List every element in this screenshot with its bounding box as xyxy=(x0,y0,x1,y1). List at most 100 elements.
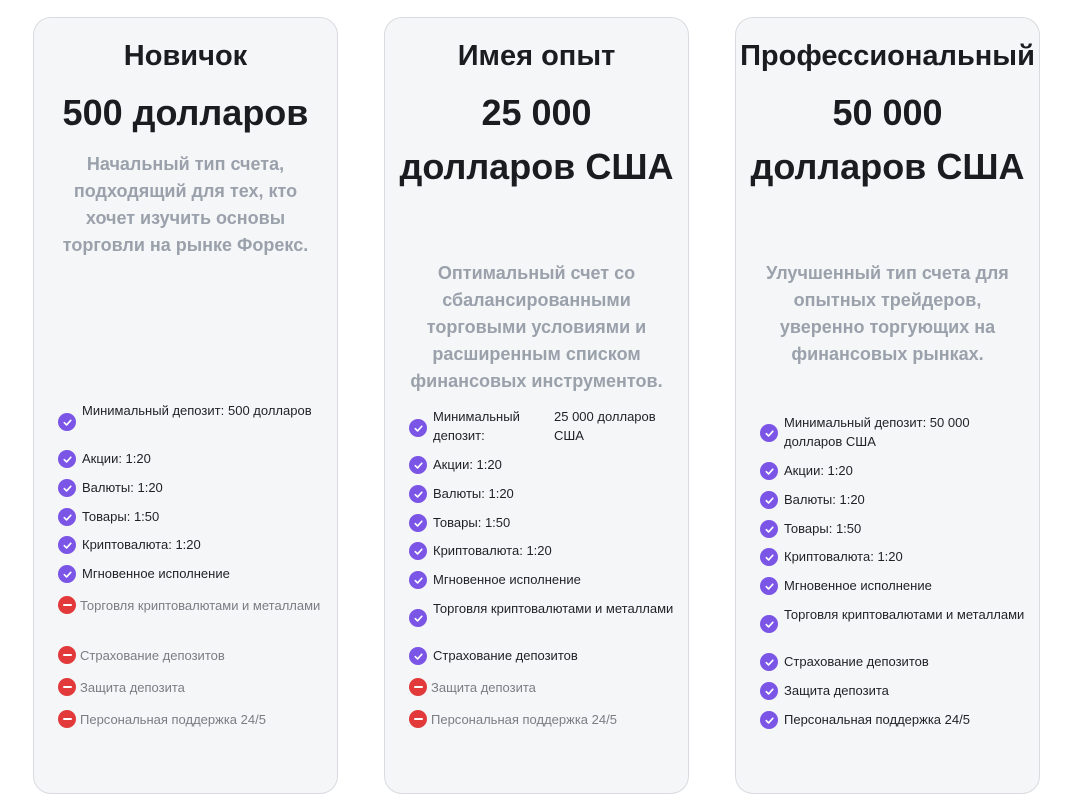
plan-title: Профессиональный xyxy=(740,40,1035,72)
feature-item: Торговля криптовалютами и металлами xyxy=(409,599,678,627)
plan-price: 50 000 долларов США xyxy=(750,92,1025,187)
feature-label: Персональная поддержка 24/5 xyxy=(431,712,617,727)
check-icon xyxy=(760,682,778,700)
feature-item: Валюты: 1:20 xyxy=(760,490,1029,509)
feature-label: Товары: 1:50 xyxy=(784,521,862,536)
feature-item: Валюты: 1:20 xyxy=(409,484,678,503)
feature-item-excluded: Защита депозита xyxy=(58,678,327,697)
feature-item: Защита депозита xyxy=(760,681,1029,700)
feature-min-deposit: Минимальный депозит: 500 долларов xyxy=(58,401,327,431)
feature-item: Криптовалюта: 1:20 xyxy=(58,535,327,554)
feature-item: Криптовалюта: 1:20 xyxy=(760,547,1029,566)
feature-item-excluded: Защита депозита xyxy=(409,678,678,697)
feature-item-excluded: Персональная поддержка 24/5 xyxy=(58,710,327,729)
min-deposit-label: Минимальный депозит: xyxy=(433,409,520,443)
check-icon xyxy=(409,419,427,437)
feature-label: Криптовалюта: 1:20 xyxy=(784,549,903,564)
feature-label: Персональная поддержка 24/5 xyxy=(80,712,266,727)
feature-item: Мгновенное исполнение xyxy=(58,564,327,583)
minus-icon xyxy=(58,596,76,614)
plan-title: Имея опыт xyxy=(457,40,616,72)
plan-description: Начальный тип счета, подходящий для тех,… xyxy=(62,154,309,255)
check-icon xyxy=(409,485,427,503)
feature-label: Персональная поддержка 24/5 xyxy=(784,712,970,727)
minus-icon xyxy=(409,710,427,728)
check-icon xyxy=(760,653,778,671)
min-deposit-value: 500 долларов xyxy=(228,403,312,418)
feature-label: Страхование депозитов xyxy=(433,648,578,663)
check-icon xyxy=(409,609,427,627)
check-icon xyxy=(58,413,76,431)
check-icon xyxy=(760,577,778,595)
feature-label: Акции: 1:20 xyxy=(784,463,853,478)
feature-label: Торговля криптовалютами и металлами xyxy=(433,601,674,616)
minus-icon xyxy=(58,710,76,728)
check-icon xyxy=(409,542,427,560)
min-deposit-value: 25 000 долларов США xyxy=(554,409,656,443)
feature-item: Мгновенное исполнение xyxy=(760,576,1029,595)
feature-label: Криптовалюта: 1:20 xyxy=(433,543,552,558)
check-icon xyxy=(409,514,427,532)
check-icon xyxy=(760,491,778,509)
check-icon xyxy=(760,424,778,442)
min-deposit-label: Минимальный депозит: xyxy=(82,403,225,418)
plan-card-beginner: Новичок 500 долларов Начальный тип счета… xyxy=(33,17,338,794)
check-icon xyxy=(409,456,427,474)
minus-icon xyxy=(409,678,427,696)
feature-item: Валюты: 1:20 xyxy=(58,478,327,497)
check-icon xyxy=(409,571,427,589)
feature-item: Акции: 1:20 xyxy=(409,455,678,474)
feature-item: Товары: 1:50 xyxy=(760,519,1029,538)
feature-item: Акции: 1:20 xyxy=(58,449,327,468)
check-icon xyxy=(58,450,76,468)
check-icon xyxy=(58,508,76,526)
check-icon xyxy=(760,520,778,538)
check-icon xyxy=(760,462,778,480)
plan-title: Новичок xyxy=(123,40,248,72)
feature-item: Торговля криптовалютами и металлами xyxy=(760,605,1029,633)
feature-item: Криптовалюта: 1:20 xyxy=(409,541,678,560)
check-icon xyxy=(58,536,76,554)
feature-label: Защита депозита xyxy=(80,680,185,695)
check-icon xyxy=(760,548,778,566)
plan-price: 25 000 долларов США xyxy=(399,92,674,187)
feature-item-excluded: Торговля криптовалютами и металлами xyxy=(58,596,327,615)
feature-label: Защита депозита xyxy=(784,683,889,698)
feature-label: Страхование депозитов xyxy=(80,648,225,663)
feature-item: Персональная поддержка 24/5 xyxy=(760,710,1029,729)
feature-label: Мгновенное исполнение xyxy=(82,566,230,581)
feature-item-excluded: Страхование депозитов xyxy=(58,646,327,665)
feature-label: Торговля криптовалютами и металлами xyxy=(784,607,1025,622)
feature-item: Страхование депозитов xyxy=(760,652,1029,671)
plan-description: Улучшенный тип счета для опытных трейдер… xyxy=(766,263,1009,364)
feature-label: Криптовалюта: 1:20 xyxy=(82,537,201,552)
feature-item: Товары: 1:50 xyxy=(58,507,327,526)
plan-card-experienced: Имея опыт 25 000 долларов США Оптимальны… xyxy=(384,17,689,794)
feature-label: Валюты: 1:20 xyxy=(784,492,865,507)
feature-label: Валюты: 1:20 xyxy=(82,480,163,495)
minus-icon xyxy=(58,678,76,696)
check-icon xyxy=(58,479,76,497)
check-icon xyxy=(58,565,76,583)
check-icon xyxy=(760,711,778,729)
plan-description: Оптимальный счет со сбалансированными то… xyxy=(410,263,663,391)
feature-item: Страхование депозитов xyxy=(409,646,678,665)
feature-label: Акции: 1:20 xyxy=(82,451,151,466)
feature-min-deposit: Минимальный депозит: 25 000 долларов США xyxy=(409,407,678,445)
minus-icon xyxy=(58,646,76,664)
feature-label: Мгновенное исполнение xyxy=(433,572,581,587)
feature-item: Товары: 1:50 xyxy=(409,513,678,532)
feature-min-deposit: Минимальный депозит: 50 000 долларов США xyxy=(760,413,1029,451)
min-deposit-text: Минимальный депозит: 50 000 долларов США xyxy=(784,415,970,449)
feature-item: Мгновенное исполнение xyxy=(409,570,678,589)
feature-label: Валюты: 1:20 xyxy=(433,486,514,501)
feature-label: Товары: 1:50 xyxy=(433,515,511,530)
feature-label: Мгновенное исполнение xyxy=(784,578,932,593)
feature-label: Торговля криптовалютами и металлами xyxy=(80,598,321,613)
feature-label: Страхование депозитов xyxy=(784,654,929,669)
feature-label: Защита депозита xyxy=(431,680,536,695)
plan-price: 500 долларов xyxy=(62,92,309,133)
feature-item: Акции: 1:20 xyxy=(760,461,1029,480)
check-icon xyxy=(409,647,427,665)
check-icon xyxy=(760,615,778,633)
